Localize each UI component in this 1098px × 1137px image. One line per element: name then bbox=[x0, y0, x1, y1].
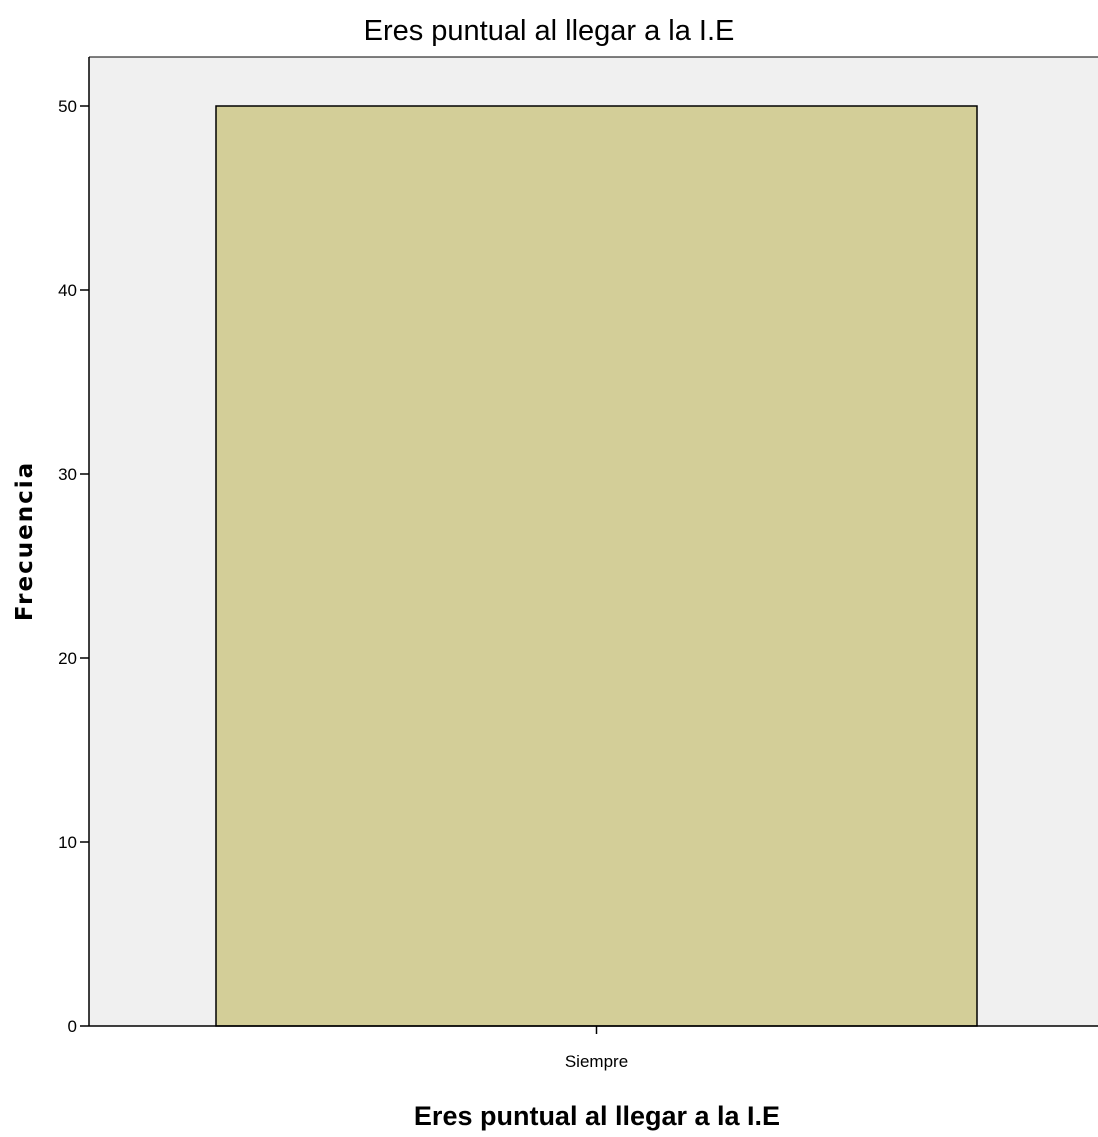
bar-siempre bbox=[215, 105, 978, 1027]
x-ticks-group: Siempre bbox=[565, 1026, 628, 1071]
y-tick-label: 50 bbox=[58, 97, 77, 116]
chart-title: Eres puntual al llegar a la I.E bbox=[364, 15, 735, 47]
y-ticks-group: 0 10 20 30 40 50 bbox=[58, 97, 89, 1036]
y-tick-label: 20 bbox=[58, 649, 77, 668]
y-tick-label: 40 bbox=[58, 281, 77, 300]
x-tick-label: Siempre bbox=[565, 1052, 628, 1071]
y-tick-label: 0 bbox=[68, 1017, 77, 1036]
y-tick-label: 10 bbox=[58, 833, 77, 852]
y-tick-label: 30 bbox=[58, 465, 77, 484]
y-axis-title: Frecuencia bbox=[12, 461, 38, 621]
bars-group bbox=[215, 105, 978, 1027]
x-axis-title: Eres puntual al llegar a la I.E bbox=[414, 1101, 780, 1131]
